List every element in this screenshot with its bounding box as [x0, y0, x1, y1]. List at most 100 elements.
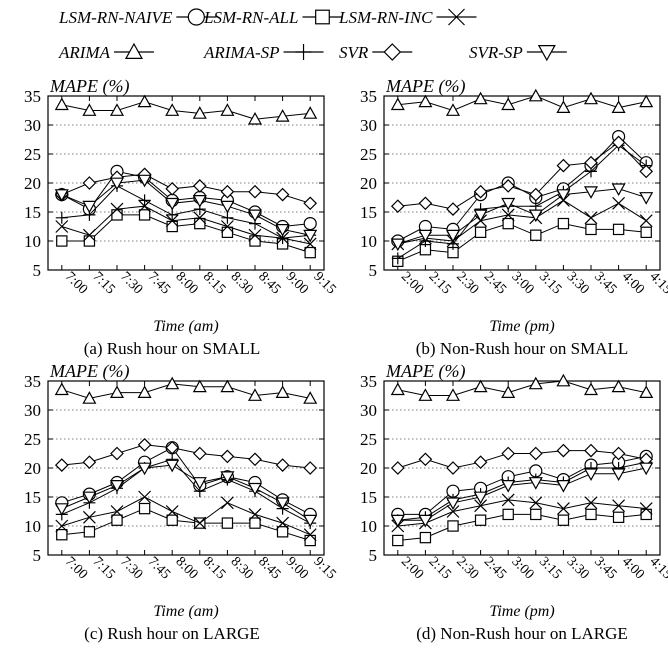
legend-marker-triangle-up — [124, 42, 144, 59]
data-point-triangle-down — [137, 462, 152, 476]
data-point-triangle-up — [303, 106, 318, 119]
data-point-triangle-up — [109, 103, 125, 116]
data-point-square — [557, 217, 570, 230]
x-tick-label: 3:30 — [564, 554, 592, 582]
data-point-diamond — [556, 443, 571, 458]
series-line — [61, 173, 311, 204]
data-point-diamond — [82, 176, 97, 190]
data-point-triangle-up — [220, 379, 235, 393]
data-point-x — [220, 220, 234, 233]
data-point-triangle-down — [54, 503, 69, 516]
y-tick-label: 35 — [360, 372, 377, 391]
data-point-x — [248, 228, 262, 242]
data-point-diamond — [528, 187, 543, 202]
plot-frame — [383, 95, 661, 271]
data-point-triangle-up — [473, 91, 488, 105]
legend-marker-x — [448, 8, 465, 26]
data-point-plus — [55, 211, 68, 224]
x-tick-label: 8:30 — [228, 269, 256, 297]
data-point-triangle-down — [247, 482, 263, 496]
data-point-x — [501, 493, 515, 507]
data-point-x — [82, 510, 96, 524]
data-point-triangle-up — [247, 111, 263, 125]
data-point-plus — [166, 208, 179, 221]
data-point-square — [392, 534, 404, 547]
data-point-triangle-up — [611, 100, 626, 113]
series-svr-sp — [390, 462, 654, 528]
data-point-triangle-up — [445, 388, 461, 401]
series-svr — [54, 437, 318, 475]
data-point-x — [501, 208, 515, 222]
data-point-triangle-up — [639, 385, 654, 398]
data-point-x — [584, 496, 598, 510]
series-line — [397, 199, 647, 245]
data-point-square — [612, 511, 625, 524]
data-point-plus — [391, 252, 404, 265]
data-point-diamond — [220, 184, 235, 199]
x-tick-label: 9:00 — [283, 554, 311, 582]
data-point-square — [111, 209, 123, 221]
data-point-triangle-down — [473, 491, 488, 505]
data-point-x — [612, 196, 626, 210]
data-point-triangle-down — [109, 177, 125, 191]
data-point-triangle-down — [109, 480, 125, 493]
plot-frame — [47, 95, 325, 271]
y-tick-label: 15 — [360, 203, 377, 222]
data-point-diamond — [473, 184, 488, 199]
x-tick-label: 9:15 — [310, 269, 338, 297]
series-line — [61, 458, 311, 524]
data-point-triangle-up — [528, 88, 543, 102]
series-line — [397, 380, 647, 396]
data-point-x — [303, 528, 317, 542]
x-tick-label: 3:45 — [591, 269, 619, 297]
series-lsm-rn-inc — [391, 493, 653, 533]
legend-label: SVR — [339, 43, 369, 62]
x-tick-label: 2:30 — [453, 269, 481, 297]
series-lsm-rn-all — [56, 209, 316, 259]
data-point-triangle-down — [445, 229, 461, 243]
chart-panel-4: 5 10 15 20 25 30 35 2:00 2:15 2:30 2:45 3:00 3:15 3:3… — [360, 361, 668, 643]
data-point-triangle-up — [501, 385, 516, 398]
x-tick-label: 7:00 — [62, 269, 90, 297]
y-tick-label: 35 — [24, 372, 41, 391]
data-point-square — [194, 217, 206, 230]
data-point-square — [166, 514, 178, 526]
data-point-triangle-up — [445, 103, 461, 116]
data-point-diamond — [110, 446, 124, 461]
data-point-x — [584, 211, 598, 225]
data-point-diamond — [390, 199, 405, 214]
series-line — [397, 141, 647, 210]
data-point-diamond — [446, 461, 460, 475]
x-axis-label: Time (pm) — [489, 318, 554, 335]
data-point-x — [220, 496, 234, 510]
data-point-diamond — [248, 184, 262, 199]
data-point-triangle-down — [556, 480, 571, 493]
x-tick-label: 2:45 — [481, 269, 509, 297]
data-point-triangle-up — [390, 382, 405, 396]
y-tick-label: 30 — [360, 116, 377, 135]
data-point-triangle-up — [54, 97, 69, 111]
x-tick-label: 3:00 — [508, 554, 536, 582]
chart-panel-3: 5 10 15 20 25 30 35 7:00 7:15 7:30 7:45 8:00 8:15 8:3… — [24, 361, 339, 643]
series-line — [397, 223, 647, 262]
data-point-triangle-down — [501, 197, 516, 211]
data-point-x — [110, 202, 124, 216]
legend-label: ARIMA-SP — [203, 43, 280, 62]
data-point-triangle-up — [137, 94, 152, 108]
data-point-triangle-down — [611, 183, 626, 197]
x-tick-label: 4:00 — [619, 269, 647, 297]
data-point-triangle-up — [639, 94, 654, 108]
legend-label: LSM-RN-NAIVE — [58, 8, 173, 27]
series-arima — [390, 373, 654, 401]
data-point-x — [248, 507, 262, 521]
y-tick-label: 10 — [24, 232, 41, 251]
data-point-square — [530, 508, 542, 521]
data-point-triangle-down — [501, 480, 516, 493]
data-point-triangle-up — [275, 385, 290, 398]
legend-item-lsm-rn-inc: LSM-RN-INC — [338, 8, 477, 27]
data-point-triangle-down — [556, 189, 571, 202]
legend-item-arima-sp: ARIMA-SP — [203, 43, 324, 62]
data-point-triangle-up — [82, 391, 97, 404]
y-tick-label: 25 — [360, 145, 377, 164]
